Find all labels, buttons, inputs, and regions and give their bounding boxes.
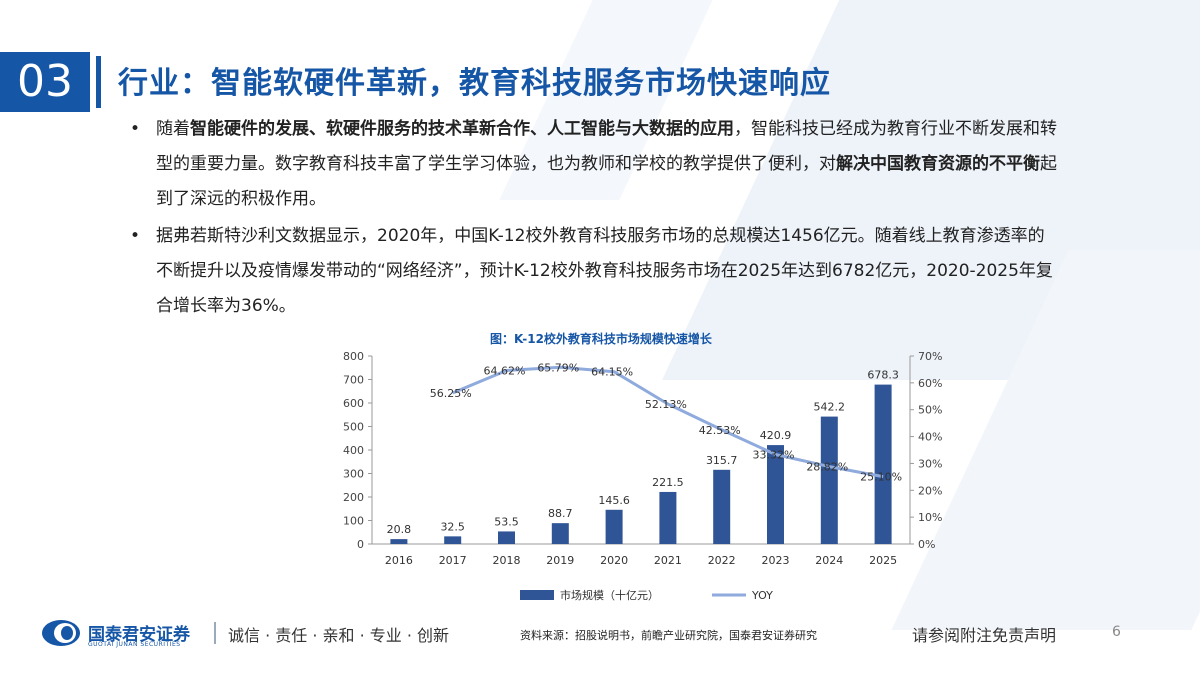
x-tick-label: 2024 xyxy=(815,554,843,567)
bar-value-label: 88.7 xyxy=(548,507,573,520)
data-source: 资料来源：招股说明书，前瞻产业研究院，国泰君安证券研究 xyxy=(520,629,817,642)
yoy-value-label: 64.62% xyxy=(484,364,526,377)
bar-value-label: 53.5 xyxy=(494,515,519,528)
yoy-line xyxy=(452,365,884,479)
left-tick-label: 700 xyxy=(343,374,364,387)
bullet-text: ，智能科技已经成为教育行业不断发展和转型的重要力量。数字教育科技丰富了学生学习体… xyxy=(156,119,1057,174)
bar-value-label: 420.9 xyxy=(760,429,792,442)
bullet-text: 据弗若斯特沙利文数据显示，2020年，中国K-12校外教育科技服务市场的总规模达… xyxy=(156,226,1053,316)
bullet-emphasis: 解决中国教育资源的不平衡 xyxy=(836,154,1040,174)
right-tick-label: 10% xyxy=(918,511,942,524)
right-tick-label: 50% xyxy=(918,404,942,417)
x-tick-label: 2021 xyxy=(654,554,682,567)
yoy-value-label: 42.53% xyxy=(699,424,741,437)
title-accent-bar xyxy=(96,56,101,108)
bar-value-label: 32.5 xyxy=(440,520,465,533)
left-tick-label: 300 xyxy=(343,468,364,481)
right-tick-label: 0% xyxy=(918,538,935,551)
page-number: 6 xyxy=(1112,624,1121,640)
bar-value-label: 315.7 xyxy=(706,454,738,467)
bar-value-label: 221.5 xyxy=(652,476,684,489)
brand-name-en: GUOTAI JUNAN SECURITIES xyxy=(88,641,181,648)
bar xyxy=(820,416,838,544)
yoy-value-label: 52.13% xyxy=(645,398,687,411)
left-tick-label: 400 xyxy=(343,444,364,457)
bullet-item: • 随着智能硬件的发展、软硬件服务的技术革新合作、人工智能与大数据的应用，智能科技… xyxy=(130,112,1060,217)
footer-divider xyxy=(214,622,216,644)
x-tick-label: 2023 xyxy=(762,554,790,567)
right-tick-label: 60% xyxy=(918,377,942,390)
bar-value-label: 678.3 xyxy=(867,369,899,382)
footer-slogan: 诚信 · 责任 · 亲和 · 专业 · 创新 xyxy=(228,626,450,645)
right-tick-label: 70% xyxy=(918,350,942,363)
bar xyxy=(605,509,623,544)
bar xyxy=(874,384,892,544)
bar xyxy=(659,491,677,544)
left-tick-label: 600 xyxy=(343,397,364,410)
legend-label-line: YOY xyxy=(751,589,773,602)
bullet-text: 随着 xyxy=(156,119,190,139)
bar xyxy=(390,539,408,544)
bar-value-label: 20.8 xyxy=(387,523,412,536)
x-tick-label: 2020 xyxy=(600,554,628,567)
x-tick-label: 2017 xyxy=(439,554,467,567)
chart-title: 图：K-12校外教育科技市场规模快速增长 xyxy=(490,332,712,346)
bullet-emphasis: 智能硬件的发展、软硬件服务的技术革新合作、人工智能与大数据的应用 xyxy=(190,119,734,139)
x-tick-label: 2018 xyxy=(493,554,521,567)
left-tick-label: 800 xyxy=(343,350,364,363)
bar xyxy=(498,531,515,544)
bullet-item: • 据弗若斯特沙利文数据显示，2020年，中国K-12校外教育科技服务市场的总规模… xyxy=(130,219,1060,324)
yoy-value-label: 56.25% xyxy=(430,387,472,400)
yoy-value-label: 28.82% xyxy=(806,461,848,474)
legend-swatch-bar xyxy=(520,590,554,600)
disclaimer-text: 请参阅附注免责声明 xyxy=(912,626,1057,645)
yoy-value-label: 33.32% xyxy=(753,449,795,462)
bullet-text: 起到了深远的积极作用。 xyxy=(156,154,1057,209)
bar xyxy=(713,469,731,544)
bullet-list: • 随着智能硬件的发展、软硬件服务的技术革新合作、人工智能与大数据的应用，智能科技… xyxy=(130,112,1060,326)
bar xyxy=(767,445,784,544)
x-tick-label: 2025 xyxy=(869,554,897,567)
yoy-value-label: 25.10% xyxy=(860,471,902,484)
bar xyxy=(551,523,569,544)
left-tick-label: 200 xyxy=(343,491,364,504)
yoy-value-label: 64.15% xyxy=(591,366,633,379)
left-tick-label: 100 xyxy=(343,515,364,528)
legend-label-bar: 市场规模（十亿元） xyxy=(560,588,659,602)
bar xyxy=(444,536,462,544)
section-number: 03 xyxy=(0,52,90,112)
brand-name: 国泰君安证券 xyxy=(88,625,190,645)
right-tick-label: 20% xyxy=(918,484,942,497)
x-tick-label: 2022 xyxy=(708,554,736,567)
page-title: 行业：智能软硬件革新，教育科技服务市场快速响应 xyxy=(118,66,831,101)
brand-logo-icon xyxy=(42,620,80,646)
left-tick-label: 500 xyxy=(343,421,364,434)
market-size-chart: 0 100 200 300 400 500 600 700 800 0% 10% 20% 30% 40% 5… xyxy=(343,350,942,602)
bullet-marker: • xyxy=(130,226,141,246)
left-tick-label: 0 xyxy=(357,538,364,551)
x-tick-label: 2016 xyxy=(385,554,413,567)
bar-value-label: 145.6 xyxy=(598,494,630,507)
bullet-marker: • xyxy=(130,119,141,139)
bar-value-label: 542.2 xyxy=(814,401,846,414)
right-tick-label: 30% xyxy=(918,457,942,470)
right-tick-label: 40% xyxy=(918,431,942,444)
x-tick-label: 2019 xyxy=(546,554,574,567)
yoy-value-label: 65.79% xyxy=(537,361,579,374)
